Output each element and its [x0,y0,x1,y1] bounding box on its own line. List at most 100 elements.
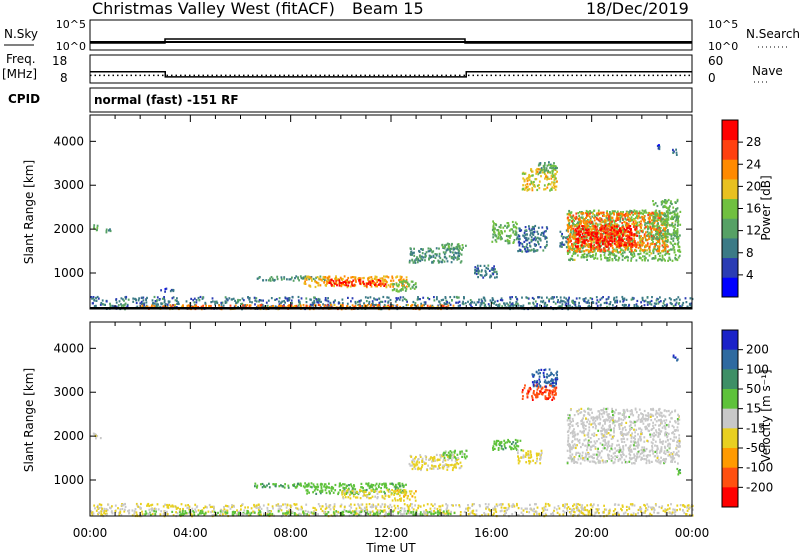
data-cell [436,298,438,301]
data-cell [580,220,583,223]
data-cell [104,512,107,515]
data-cell [419,505,422,508]
data-cell [211,510,214,513]
data-cell [396,298,398,301]
data-cell [553,185,556,188]
data-cell [227,505,230,508]
data-cell [672,508,675,511]
data-cell [667,230,669,233]
data-cell [664,240,667,243]
data-cell [528,241,531,244]
data-cell [575,502,578,506]
data-cell [669,205,671,208]
data-cell [226,298,228,301]
data-cell [582,507,585,510]
data-cell [655,219,657,222]
data-cell [476,269,478,272]
data-cell [622,230,625,233]
data-cell [109,229,112,233]
data-cell [583,300,586,303]
data-cell [567,252,569,255]
data-cell [363,506,366,509]
data-cell [623,303,626,306]
data-cell [620,227,623,230]
data-cell [639,239,642,242]
data-cell [232,297,235,300]
data-cell [378,279,380,282]
data-cell [496,305,499,308]
data-cell [611,240,614,243]
data-cell [301,277,304,280]
data-cell [516,514,519,517]
freq-left-tick-top: 18 [52,54,67,68]
data-cell [114,504,117,507]
data-cell [494,508,497,511]
data-cell [443,256,446,259]
data-cell [617,224,620,227]
data-cell [374,283,376,287]
data-cell [639,238,642,241]
data-cell [96,228,98,231]
data-cell [626,234,629,237]
data-cell [188,505,191,508]
data-cell [353,276,356,279]
data-cell [485,506,488,509]
data-cell [97,504,99,507]
data-cell [295,304,298,307]
data-cell [602,227,605,230]
data-cell [536,303,539,306]
data-cell [585,220,587,223]
data-cell [492,268,495,271]
data-cell [343,284,346,287]
data-cell [654,257,657,260]
data-cell [118,514,121,517]
data-cell [459,261,462,264]
data-cell [412,284,415,287]
data-cell [678,250,680,253]
data-cell [446,506,449,509]
data-cell [641,209,644,212]
data-cell [662,509,665,512]
data-cell [381,279,384,282]
data-cell [529,249,532,252]
data-cell [668,297,671,300]
data-cell [187,506,190,510]
data-cell [638,224,641,227]
data-cell [609,236,611,239]
data-cell [308,305,311,308]
data-cell [546,296,548,299]
data-cell [653,228,655,231]
data-cell [431,304,434,307]
data-cell [257,512,260,515]
data-cell [660,220,662,223]
data-cell [329,508,332,511]
data-cell [650,234,653,238]
data-cell [658,210,661,213]
data-cell [615,241,618,244]
data-cell [568,222,570,225]
data-cell [441,305,444,308]
data-cell [474,514,477,517]
data-cell [580,241,582,244]
data-cell [534,224,537,228]
data-cell [262,504,265,507]
data-cell [649,217,651,220]
data-cell [156,503,159,506]
data-cell [676,230,679,233]
data-cell [509,234,512,237]
data-cell [541,301,544,304]
data-cell [511,504,513,507]
data-cell [647,234,650,237]
data-cell [629,248,632,251]
data-cell [614,301,616,304]
data-cell [140,300,143,303]
data-cell [615,219,617,222]
data-cell [108,229,110,232]
data-cell [659,228,661,231]
data-cell [611,252,614,255]
data-cell [578,214,580,217]
data-cell [605,216,608,219]
data-cell [589,232,591,235]
data-cell [442,304,445,307]
